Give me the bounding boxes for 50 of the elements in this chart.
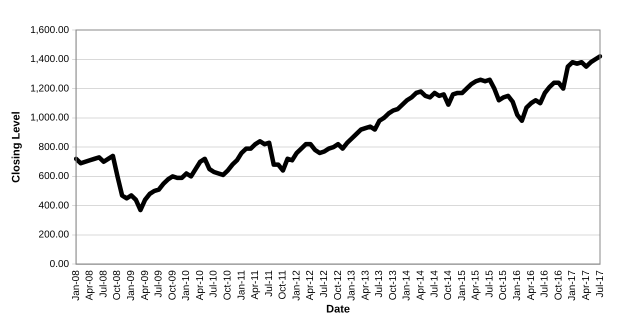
- x-tick-label: Jul-13: [374, 270, 386, 298]
- x-tick-label: Jul-10: [208, 270, 220, 298]
- x-tick-label: Apr-11: [250, 270, 262, 300]
- x-tick-label: Jul-14: [429, 270, 440, 298]
- y-axis-title: Closing Level: [10, 111, 23, 183]
- y-tick-label: 400.00: [38, 200, 70, 212]
- y-tick-label: 1,000.00: [30, 112, 70, 124]
- x-tick-label: Oct-10: [222, 270, 234, 300]
- x-tick-label: Jul-11: [264, 270, 275, 297]
- y-tick-label: 1,200.00: [30, 83, 70, 94]
- x-tick-label: Jul-09: [154, 270, 165, 298]
- x-tick-label: Apr-13: [360, 270, 372, 300]
- x-tick-label: Apr-15: [470, 270, 482, 300]
- x-tick-label: Jan-13: [346, 270, 358, 301]
- x-tick-label: Jul-15: [484, 270, 496, 298]
- x-tick-label: Oct-14: [443, 270, 454, 300]
- x-tick-label: Oct-15: [498, 270, 510, 300]
- x-tick-label: Jan-15: [456, 270, 468, 301]
- x-tick-label: Jan-10: [181, 270, 192, 301]
- y-tick-label: 600.00: [38, 171, 70, 182]
- x-tick-label: Jan-16: [512, 270, 524, 301]
- x-tick-label: Jan-09: [126, 270, 138, 301]
- x-tick-label: Apr-17: [580, 270, 592, 300]
- x-tick-label: Apr-08: [84, 270, 96, 300]
- y-tick-label: 0.00: [50, 258, 70, 270]
- x-tick-label: Jan-12: [291, 270, 302, 301]
- x-tick-label: Apr-10: [194, 270, 206, 300]
- x-tick-label: Jan-14: [402, 270, 413, 301]
- y-tick-label: 800.00: [38, 142, 70, 153]
- y-tick-label: 1,600.00: [30, 24, 70, 36]
- x-tick-label: Apr-16: [526, 270, 537, 300]
- x-tick-label: Oct-09: [167, 270, 178, 300]
- x-tick-label: Jul-08: [98, 270, 110, 298]
- y-tick-label: 200.00: [38, 230, 70, 241]
- x-tick-label: Oct-08: [112, 270, 124, 300]
- x-tick-label: Apr-09: [140, 270, 151, 300]
- x-tick-label: Jan-11: [236, 270, 248, 300]
- x-tick-label: Jul-12: [319, 270, 330, 298]
- x-axis-title: Date: [326, 303, 350, 316]
- x-tick-label: Oct-12: [332, 270, 344, 300]
- x-tick-label: Jan-17: [567, 270, 578, 301]
- x-tick-label: Jul-17: [594, 270, 606, 298]
- y-tick-label: 1,400.00: [30, 54, 70, 66]
- x-tick-label: Oct-16: [553, 270, 564, 300]
- x-tick-label: Apr-12: [305, 270, 316, 300]
- x-tick-label: Oct-13: [388, 270, 399, 300]
- x-tick-label: Jul-16: [540, 270, 551, 298]
- x-tick-label: Oct-11: [278, 270, 289, 300]
- x-tick-label: Apr-14: [416, 270, 427, 300]
- x-tick-label: Jan-08: [70, 270, 82, 301]
